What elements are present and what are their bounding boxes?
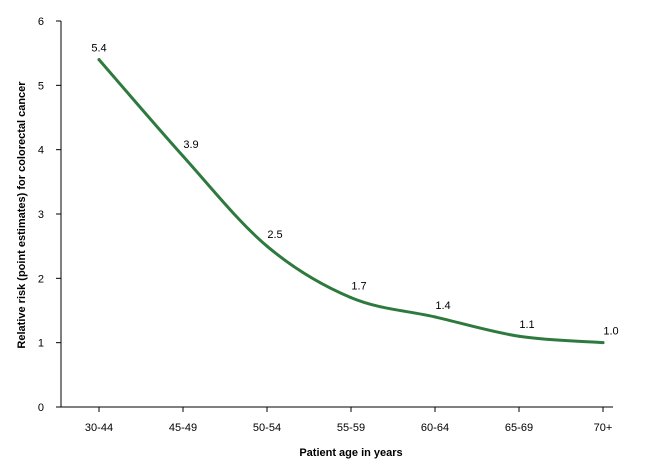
- data-label: 1.4: [435, 300, 450, 312]
- data-point: [97, 58, 101, 62]
- series-group: [97, 58, 605, 345]
- data-point: [181, 154, 185, 158]
- y-tick-label: 4: [38, 145, 44, 157]
- x-tick-label: 65-69: [505, 422, 533, 434]
- x-tick-label: 45-49: [169, 422, 197, 434]
- x-tick-label: 60-64: [421, 422, 449, 434]
- y-tick-label: 2: [38, 273, 44, 285]
- data-point: [517, 334, 521, 338]
- data-label: 1.0: [603, 326, 618, 338]
- x-tick-label: 55-59: [337, 422, 365, 434]
- x-axis: 30-44 45-49 50-54 55-59 60-64 65-69 70+: [61, 406, 613, 434]
- data-point: [601, 341, 605, 345]
- data-labels: 5.4 3.9 2.5 1.7 1.4 1.1 1.0: [91, 43, 618, 338]
- x-tick-label: 50-54: [253, 422, 281, 434]
- x-axis-title: Patient age in years: [299, 447, 402, 459]
- y-tick-label: 6: [38, 16, 44, 28]
- y-axis-title: Relative risk (point estimates) for colo…: [16, 81, 28, 349]
- data-label: 3.9: [183, 139, 198, 151]
- data-point: [349, 296, 353, 300]
- data-label: 5.4: [91, 43, 106, 55]
- data-label: 1.7: [351, 281, 366, 293]
- data-point: [433, 315, 437, 319]
- y-tick-label: 0: [38, 402, 44, 414]
- x-tick-label: 70+: [594, 422, 613, 434]
- series-line-0: [97, 58, 605, 345]
- y-tick-label: 5: [38, 80, 44, 92]
- data-label: 2.5: [267, 229, 282, 241]
- data-label: 1.1: [519, 319, 534, 331]
- y-tick-label: 1: [38, 338, 44, 350]
- y-tick-label: 3: [38, 209, 44, 221]
- y-axis: 0 1 2 3 4 5 6: [38, 16, 62, 414]
- x-tick-label: 30-44: [85, 422, 113, 434]
- data-point: [265, 244, 269, 248]
